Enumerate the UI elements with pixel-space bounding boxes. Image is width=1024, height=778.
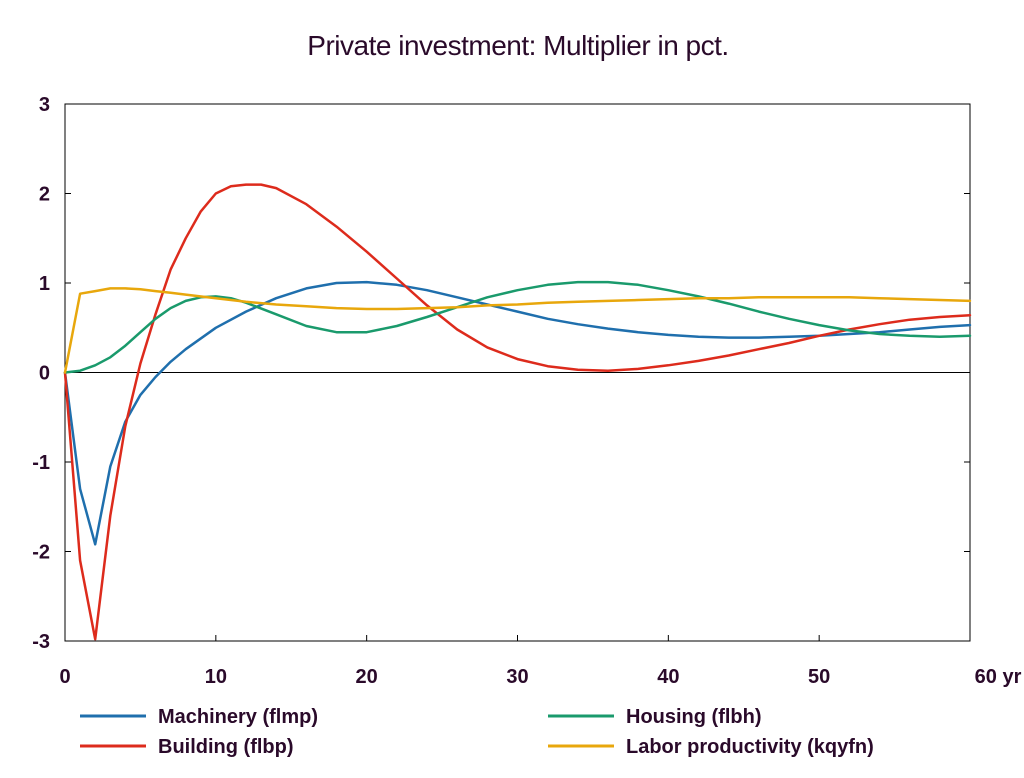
chart-title: Private investment: Multiplier in pct.: [307, 30, 729, 61]
y-tick-label: -2: [32, 542, 50, 564]
plot-frame: [64, 103, 971, 642]
legend-label: Housing (flbh): [626, 706, 762, 728]
legend: Machinery (flmp) Building (flbp) Housing (…: [80, 706, 874, 758]
x-tick-label: 20: [356, 666, 378, 688]
x-tick-label: 60 yr: [975, 666, 1022, 688]
x-tick-label: 40: [657, 666, 679, 688]
y-tick-label: -1: [32, 452, 50, 474]
x-tick-label: 50: [808, 666, 830, 688]
y-tick-label: 0: [39, 363, 50, 385]
series-line-3: [63, 280, 972, 374]
legend-label: Machinery (flmp): [158, 706, 318, 728]
y-tick-label: 1: [39, 273, 50, 295]
x-tick-label: 10: [205, 666, 227, 688]
series-line-1: [63, 280, 972, 546]
series-layer: [63, 183, 972, 641]
legend-label: Building (flbp): [158, 736, 294, 758]
y-tick-label: 3: [39, 94, 50, 116]
y-tick-label: -3: [32, 631, 50, 653]
x-tick-label: 30: [506, 666, 528, 688]
legend-label: Labor productivity (kqyfn): [626, 736, 874, 758]
series-line-2: [63, 183, 972, 641]
y-tick-label: 2: [39, 184, 50, 206]
x-tick-label: 0: [59, 666, 70, 688]
series-line-4: [63, 287, 972, 374]
